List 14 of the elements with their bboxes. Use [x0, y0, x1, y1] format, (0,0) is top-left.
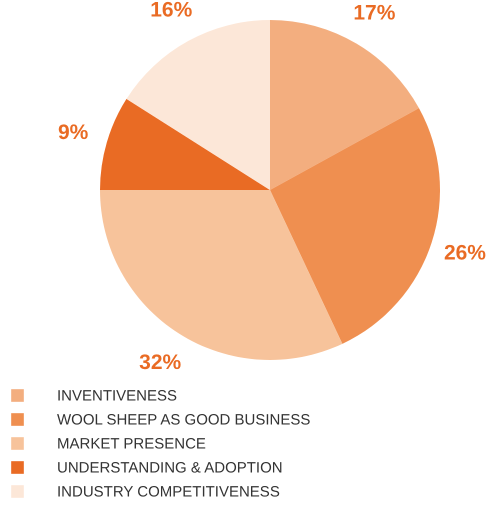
data-label: 32%	[139, 351, 182, 374]
data-label: 16%	[150, 0, 193, 22]
legend-label: INDUSTRY COMPETITIVENESS	[57, 484, 280, 500]
legend-label: WOOL SHEEP AS GOOD BUSINESS	[57, 412, 310, 428]
pie-slice	[270, 108, 440, 344]
data-label: 9%	[58, 120, 89, 144]
pie-slice	[100, 98, 270, 190]
data-label: 17%	[353, 2, 396, 25]
legend-label: INVENTIVENESS	[57, 388, 178, 404]
legend-label: MARKET PRESENCE	[57, 436, 206, 452]
data-label: 26%	[444, 241, 486, 264]
pie-slice	[126, 20, 270, 190]
pie-slice	[270, 20, 419, 190]
legend-label: UNDERSTANDING & ADOPTION	[57, 460, 283, 476]
